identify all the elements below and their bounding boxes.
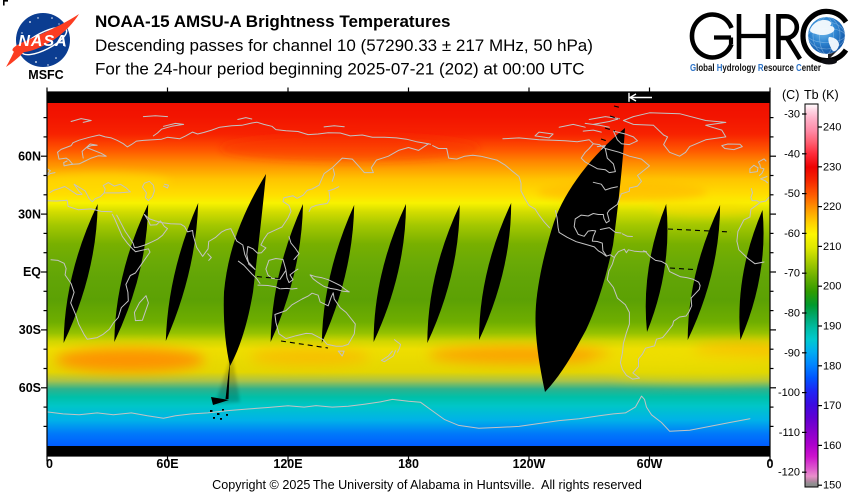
- svg-text:NOAA-15 AMSU-A Brightness Temp: NOAA-15 AMSU-A Brightness Temperatures: [95, 12, 451, 31]
- svg-text:Global Hydrology Resource Cent: Global Hydrology Resource Center: [690, 63, 821, 74]
- svg-text:Copyright © 2025 The Universit: Copyright © 2025 The University of Alaba…: [212, 478, 642, 492]
- svg-text:30N: 30N: [18, 207, 41, 221]
- svg-text:120E: 120E: [273, 457, 302, 471]
- svg-text:120W: 120W: [513, 457, 546, 471]
- svg-text:-50: -50: [784, 188, 800, 200]
- svg-text:60N: 60N: [18, 149, 41, 163]
- svg-text:MSFC: MSFC: [28, 68, 63, 82]
- svg-text:-80: -80: [784, 308, 800, 320]
- svg-text:150: 150: [823, 480, 841, 492]
- svg-text:EQ: EQ: [23, 265, 41, 279]
- svg-text:170: 170: [823, 400, 841, 412]
- svg-text:-60: -60: [784, 228, 800, 240]
- svg-text:230: 230: [823, 161, 841, 173]
- svg-text:220: 220: [823, 201, 841, 213]
- svg-text:30S: 30S: [19, 323, 41, 337]
- svg-text:180: 180: [398, 457, 419, 471]
- svg-text:(C): (C): [782, 88, 799, 102]
- svg-text:200: 200: [823, 281, 841, 293]
- svg-text:Descending passes for channel: Descending passes for channel 10 (57290.…: [95, 36, 593, 55]
- svg-text:0: 0: [767, 457, 774, 471]
- svg-text:-70: -70: [784, 268, 800, 280]
- svg-text:For the 24-hour period beginni: For the 24-hour period beginning 2025-07…: [95, 60, 585, 79]
- svg-text:180: 180: [823, 360, 841, 372]
- svg-text:-30: -30: [784, 109, 800, 121]
- svg-text:-120: -120: [778, 467, 800, 479]
- svg-text:190: 190: [823, 321, 841, 333]
- svg-text:Tb: Tb: [804, 88, 819, 102]
- svg-text:-110: -110: [779, 427, 800, 439]
- svg-text:60W: 60W: [637, 457, 663, 471]
- svg-text:-90: -90: [784, 347, 800, 359]
- svg-text:NASA: NASA: [18, 33, 67, 50]
- svg-text:240: 240: [823, 122, 841, 134]
- svg-text:60S: 60S: [19, 381, 41, 395]
- svg-text:-100: -100: [778, 387, 800, 399]
- svg-text:0: 0: [46, 457, 53, 471]
- svg-text:(K): (K): [822, 88, 839, 102]
- svg-text:60E: 60E: [156, 457, 178, 471]
- svg-text:210: 210: [823, 241, 841, 253]
- svg-text:160: 160: [823, 440, 841, 452]
- svg-text:-40: -40: [784, 148, 800, 160]
